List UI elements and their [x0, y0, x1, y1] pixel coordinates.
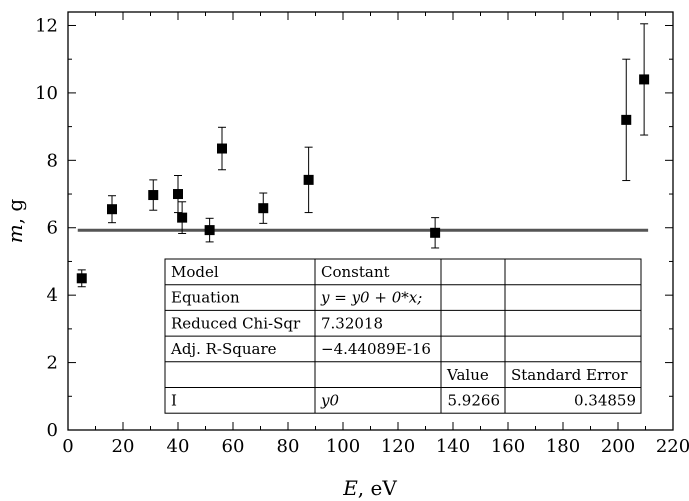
table-cell: 0.34859 — [574, 392, 636, 410]
y-tick-label: 8 — [47, 150, 58, 171]
x-tick-label: 40 — [167, 436, 190, 457]
table-cell: Adj. R-Square — [170, 340, 277, 358]
data-point — [258, 203, 269, 214]
x-axis-title: E, eV — [342, 476, 397, 500]
table-cell: Model — [171, 263, 219, 281]
table-cell: I — [171, 392, 177, 410]
fit-results-table: Model Constant Equation y = y0 + 0*x; Reduce… — [164, 258, 642, 414]
y-axis-title: m, g — [3, 199, 27, 244]
table-cell: Reduced Chi-Sqr — [171, 314, 301, 332]
y-tick-label: 4 — [47, 285, 58, 306]
y-tick-label: 12 — [35, 15, 58, 36]
x-tick-label: 220 — [656, 436, 689, 457]
y-axis-unit: , g — [3, 199, 27, 225]
x-tick-label: 80 — [277, 436, 300, 457]
y-tick-label: 2 — [47, 353, 58, 374]
y-tick-label: 0 — [47, 420, 58, 441]
table-cell: −4.44089E-16 — [321, 340, 431, 358]
x-tick-label: 160 — [491, 436, 525, 457]
table-cell: y0 — [320, 392, 339, 410]
x-tick-label: 180 — [546, 436, 580, 457]
x-tick-label: 100 — [326, 436, 360, 457]
data-point — [639, 74, 650, 85]
x-axis-unit: , eV — [358, 476, 398, 500]
x-tick-label: 120 — [381, 436, 415, 457]
y-axis-var: m — [3, 224, 27, 243]
x-axis-var: E — [342, 476, 358, 500]
data-point — [173, 189, 183, 200]
data-point — [177, 212, 188, 223]
data-point — [148, 190, 159, 201]
data-point — [217, 143, 227, 154]
data-point — [621, 114, 632, 125]
x-tick-label: 200 — [601, 436, 635, 457]
x-tick-label: 0 — [62, 436, 73, 457]
data-points — [76, 23, 650, 288]
data-point — [303, 174, 314, 185]
y-axis: 0 2 4 6 8 10 12 — [35, 15, 673, 441]
data-point — [430, 227, 441, 238]
table-cell: Standard Error — [511, 366, 628, 384]
table-cell: Value — [446, 366, 489, 384]
x-tick-label: 140 — [436, 436, 470, 457]
table-cell: 5.9266 — [448, 392, 501, 410]
table-cell: Constant — [321, 263, 390, 281]
x-tick-label: 60 — [222, 436, 245, 457]
table-cell: y = y0 + 0*x; — [320, 289, 422, 307]
y-tick-label: 6 — [47, 218, 58, 239]
x-axis: 0 20 40 60 80 100 120 140 160 180 200 220 — [62, 12, 689, 457]
data-point — [107, 204, 117, 215]
table-cell: Equation — [171, 289, 240, 307]
x-tick-label: 20 — [112, 436, 135, 457]
data-point — [76, 273, 87, 284]
y-tick-label: 10 — [35, 83, 58, 104]
table-cell: 7.32018 — [321, 314, 383, 332]
data-point — [204, 225, 215, 236]
